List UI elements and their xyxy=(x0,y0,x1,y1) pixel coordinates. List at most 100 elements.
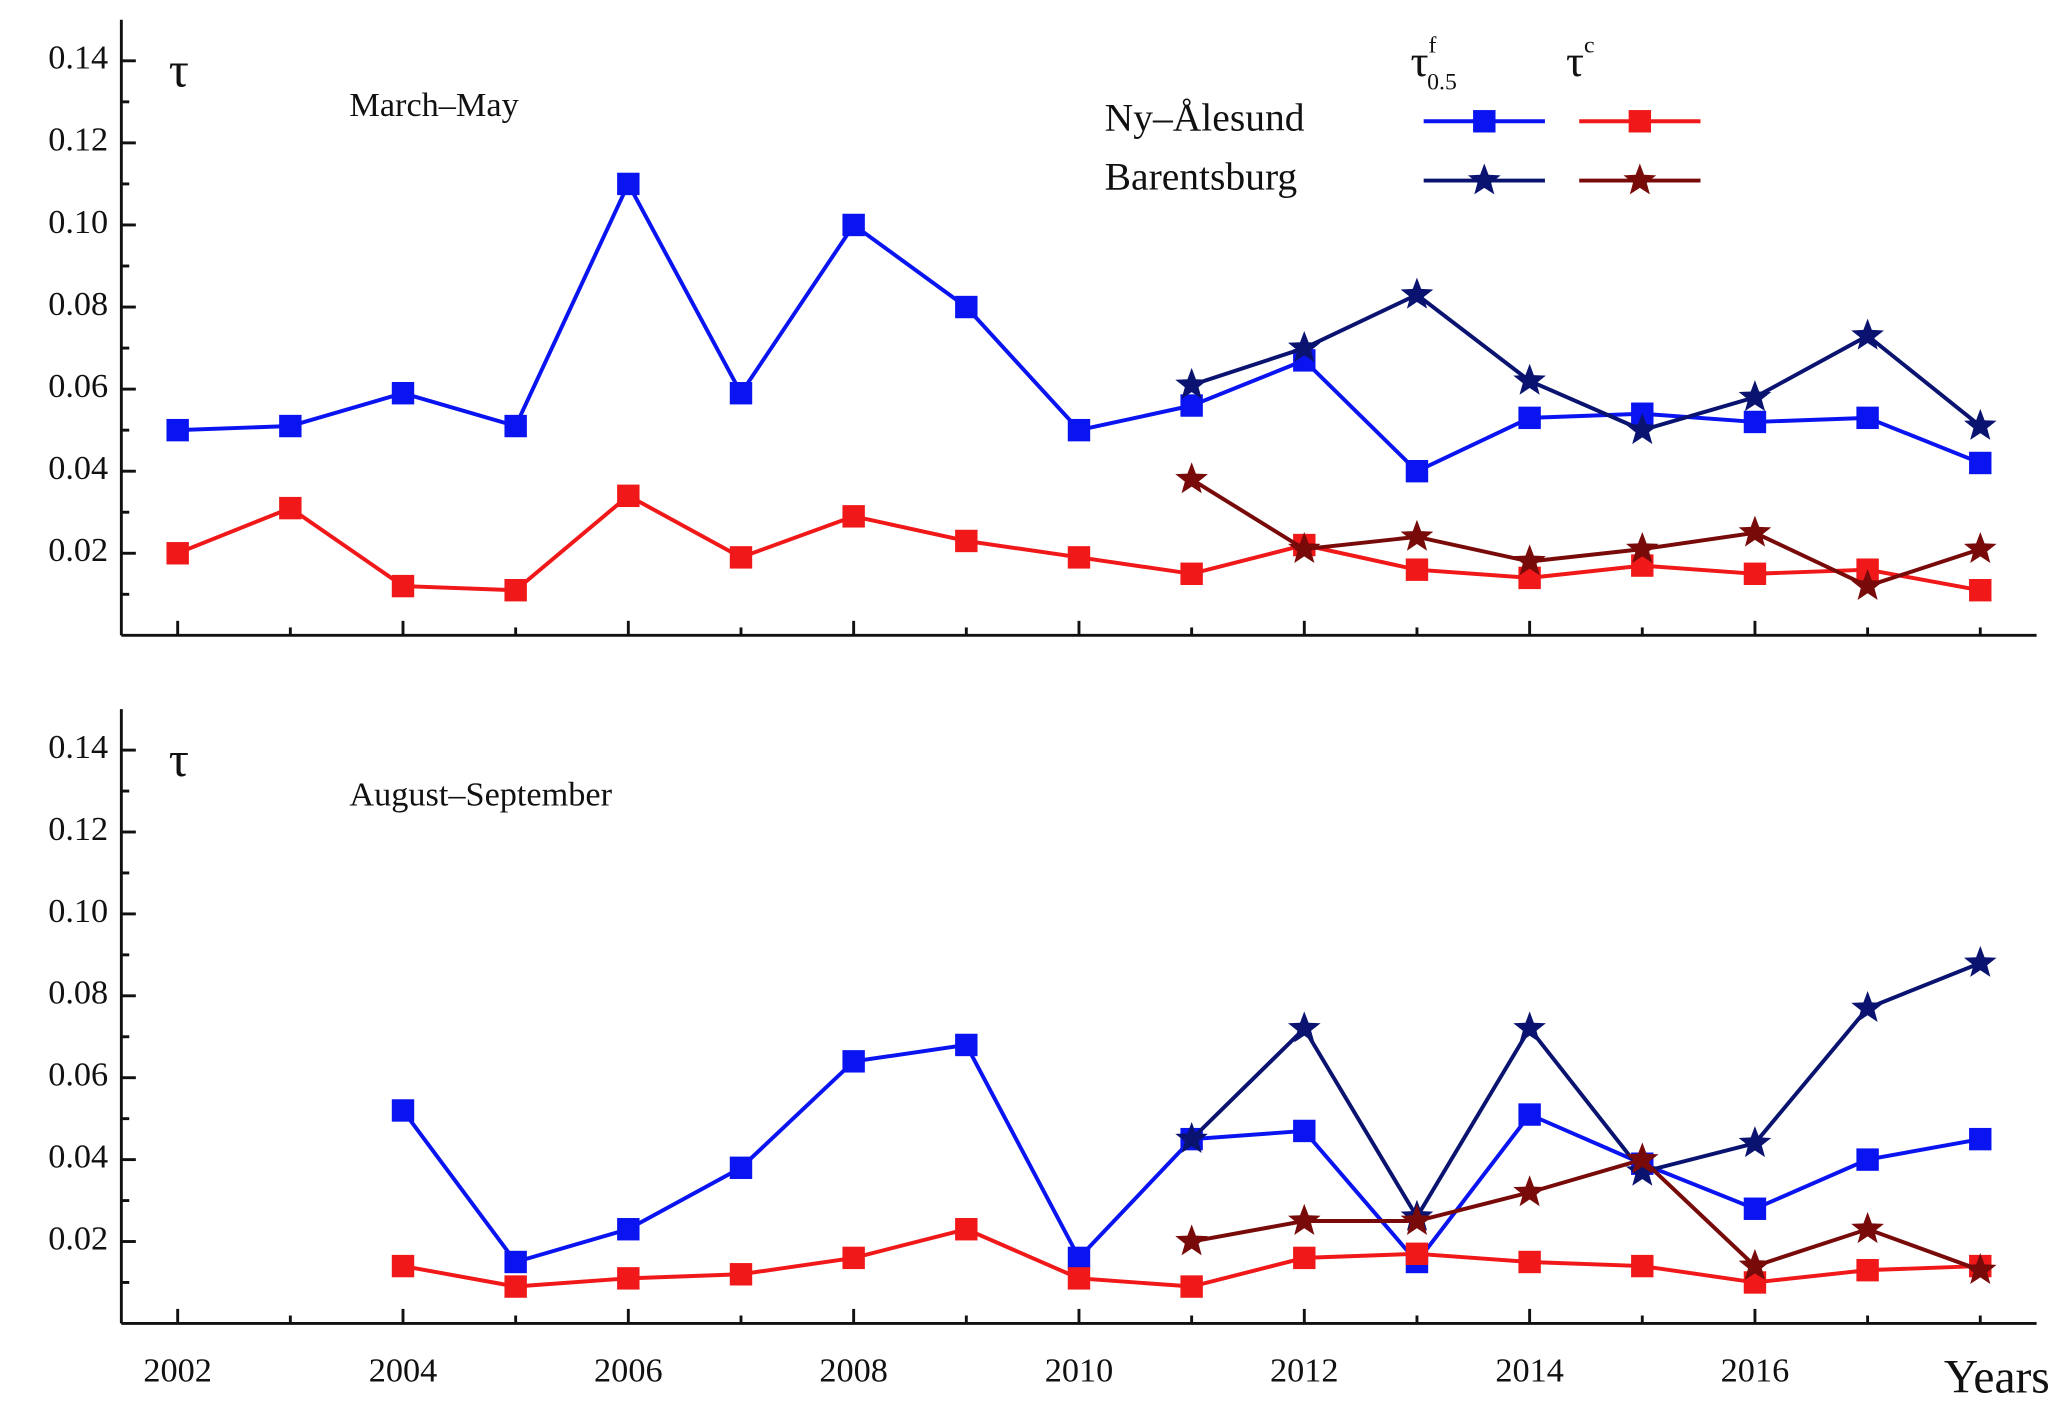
data-point xyxy=(1293,1246,1316,1270)
data-point xyxy=(1405,459,1429,483)
data-point xyxy=(1856,406,1879,430)
data-point xyxy=(1969,1127,1992,1151)
data-point xyxy=(1405,1242,1429,1266)
data-point xyxy=(1400,277,1434,309)
series-line xyxy=(1190,477,1981,589)
data-point xyxy=(1963,1253,1997,1284)
data-point xyxy=(279,414,302,438)
data-point xyxy=(1738,515,1772,547)
data-point xyxy=(955,1033,978,1057)
data-point xyxy=(1626,1154,1659,1186)
data-point xyxy=(617,484,640,508)
legend-symbol: τ xyxy=(1566,36,1584,86)
legend-label: Ny–Ålesund xyxy=(1105,95,1305,139)
data-point xyxy=(1738,1248,1772,1280)
legend-sup: f xyxy=(1429,33,1437,59)
data-point xyxy=(842,1246,865,1270)
x-tick-label: 2010 xyxy=(1045,1351,1114,1389)
data-point xyxy=(1851,318,1884,350)
y-tick-label: 0.02 xyxy=(48,531,108,569)
y-tick-label: 0.02 xyxy=(48,1219,108,1257)
x-tick-label: 2012 xyxy=(1270,1351,1339,1389)
legend-marker xyxy=(1623,163,1657,195)
legend-column-header: τf 0.5 xyxy=(1410,33,1456,96)
y-tick-label: 0.14 xyxy=(48,39,108,77)
data-point xyxy=(1851,568,1884,601)
x-tick-label: 2008 xyxy=(819,1351,888,1389)
data-point xyxy=(955,1218,978,1241)
legend-marker xyxy=(1628,110,1652,133)
data-point xyxy=(729,546,753,569)
data-point xyxy=(1969,451,1992,475)
data-point xyxy=(504,578,527,602)
data-point xyxy=(1963,945,1997,977)
data-point xyxy=(1067,1267,1091,1290)
data-point xyxy=(1180,1275,1203,1298)
data-point xyxy=(1969,578,1992,602)
legend-column-header: τc xyxy=(1566,33,1595,86)
data-point xyxy=(955,295,978,319)
data-point xyxy=(1293,1119,1316,1143)
data-point xyxy=(1175,1122,1208,1153)
data-point xyxy=(1288,532,1321,563)
data-point xyxy=(391,1099,415,1122)
data-point xyxy=(842,213,865,237)
y-axis-label: τ xyxy=(169,731,189,787)
data-point xyxy=(1518,1103,1541,1126)
data-point xyxy=(1851,990,1884,1022)
legend-symbol: τ xyxy=(1410,36,1428,86)
legend-sub: 0.5 xyxy=(1427,70,1457,96)
data-point xyxy=(729,1156,753,1180)
data-point xyxy=(504,1250,527,1274)
data-point xyxy=(729,1263,753,1286)
data-point xyxy=(1175,367,1208,399)
data-point xyxy=(1851,1212,1884,1244)
data-point xyxy=(617,1267,640,1290)
x-tick-label: 2014 xyxy=(1495,1351,1564,1389)
data-point xyxy=(1405,558,1429,581)
y-tick-label: 0.06 xyxy=(48,1056,108,1094)
data-point xyxy=(1513,1011,1546,1043)
data-point xyxy=(955,529,978,553)
data-point xyxy=(1513,544,1546,576)
y-tick-label: 0.04 xyxy=(48,1137,108,1175)
data-point xyxy=(1856,1258,1879,1282)
data-point xyxy=(1518,406,1541,430)
y-tick-label: 0.10 xyxy=(48,892,108,930)
data-point xyxy=(1963,408,1997,440)
y-tick-label: 0.14 xyxy=(48,728,108,766)
data-point xyxy=(1288,1203,1321,1235)
subtitle: August–September xyxy=(349,775,612,813)
x-axis-label: Years xyxy=(1944,1351,2050,1403)
y-tick-label: 0.12 xyxy=(48,810,108,848)
data-point xyxy=(1738,1126,1772,1158)
data-point xyxy=(166,418,189,442)
series-line xyxy=(1191,292,1982,433)
y-tick-label: 0.04 xyxy=(48,449,108,487)
data-point xyxy=(391,1254,415,1278)
data-point xyxy=(504,414,527,438)
data-point xyxy=(1743,410,1767,434)
data-point xyxy=(504,1275,527,1298)
y-tick-label: 0.06 xyxy=(48,367,108,405)
data-point xyxy=(729,382,753,405)
data-point xyxy=(391,574,415,598)
legend-marker xyxy=(1467,163,1501,195)
data-point xyxy=(1626,1142,1659,1174)
series-line xyxy=(1191,1157,1981,1273)
y-tick-label: 0.10 xyxy=(48,203,108,241)
data-point xyxy=(1288,330,1321,362)
data-point xyxy=(279,496,302,520)
legend-sup: c xyxy=(1584,33,1595,59)
legend-label: Barentsburg xyxy=(1105,155,1298,199)
data-point xyxy=(617,172,640,196)
series-line xyxy=(176,493,1981,593)
data-point xyxy=(166,542,189,565)
data-point xyxy=(391,382,415,405)
data-point xyxy=(1743,562,1767,585)
data-point xyxy=(842,1050,865,1073)
data-point xyxy=(1738,380,1772,412)
data-point xyxy=(1180,562,1203,585)
